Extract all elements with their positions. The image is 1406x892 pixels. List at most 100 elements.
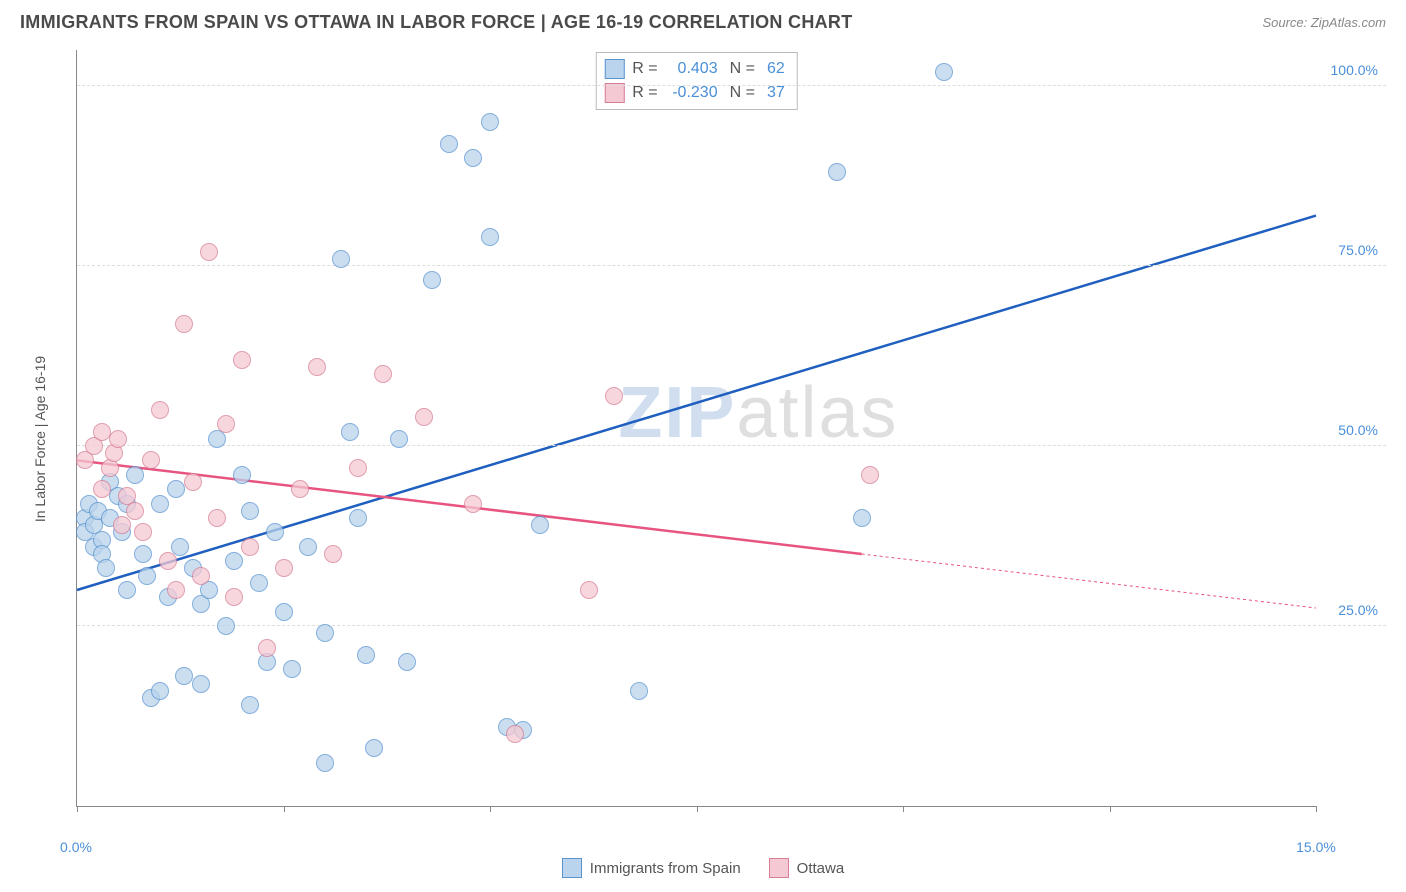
x-tick xyxy=(1110,806,1111,812)
gridline xyxy=(77,265,1386,266)
marker-ottawa xyxy=(275,559,293,577)
legend-swatch xyxy=(769,858,789,878)
marker-spain xyxy=(341,423,359,441)
marker-ottawa xyxy=(225,588,243,606)
marker-spain xyxy=(241,502,259,520)
marker-spain xyxy=(134,545,152,563)
x-tick xyxy=(284,806,285,812)
marker-spain xyxy=(531,516,549,534)
y-tick-label: 75.0% xyxy=(1338,242,1378,258)
marker-spain xyxy=(171,538,189,556)
stats-legend: R = 0.403 N = 62 R = -0.230 N = 37 xyxy=(595,52,797,110)
marker-ottawa xyxy=(324,545,342,563)
y-tick-label: 25.0% xyxy=(1338,602,1378,618)
marker-ottawa xyxy=(159,552,177,570)
marker-ottawa xyxy=(374,365,392,383)
x-tick xyxy=(490,806,491,812)
trend-lines xyxy=(77,50,1316,806)
marker-ottawa xyxy=(605,387,623,405)
marker-spain xyxy=(440,135,458,153)
marker-ottawa xyxy=(464,495,482,513)
n-value: 62 xyxy=(763,60,789,78)
marker-spain xyxy=(828,163,846,181)
y-tick-label: 50.0% xyxy=(1338,422,1378,438)
marker-ottawa xyxy=(241,538,259,556)
x-tick-label: 15.0% xyxy=(1296,839,1336,855)
marker-spain xyxy=(630,682,648,700)
marker-ottawa xyxy=(258,639,276,657)
n-label: N = xyxy=(730,84,755,102)
r-label: R = xyxy=(632,60,657,78)
legend-label: Immigrants from Spain xyxy=(590,860,741,877)
marker-ottawa xyxy=(217,415,235,433)
marker-spain xyxy=(225,552,243,570)
x-axis-labels: 0.0%15.0% xyxy=(76,839,1316,859)
marker-spain xyxy=(853,509,871,527)
legend-item: Immigrants from Spain xyxy=(562,858,741,878)
marker-spain xyxy=(398,653,416,671)
marker-spain xyxy=(138,567,156,585)
plot-area: ZIPatlas R =0.403N =62R =-0.230N =37 25.… xyxy=(76,50,1316,807)
marker-spain xyxy=(126,466,144,484)
marker-spain xyxy=(192,675,210,693)
marker-ottawa xyxy=(109,430,127,448)
marker-spain xyxy=(423,271,441,289)
marker-spain xyxy=(332,250,350,268)
n-value: 37 xyxy=(763,84,789,102)
series-legend: Immigrants from Spain Ottawa xyxy=(0,858,1406,878)
legend-item: Ottawa xyxy=(769,858,845,878)
marker-spain xyxy=(349,509,367,527)
r-value: 0.403 xyxy=(666,60,722,78)
gridline xyxy=(77,85,1386,86)
r-value: -0.230 xyxy=(666,84,722,102)
marker-spain xyxy=(118,581,136,599)
marker-spain xyxy=(217,617,235,635)
marker-spain xyxy=(390,430,408,448)
marker-ottawa xyxy=(151,401,169,419)
legend-swatch xyxy=(562,858,582,878)
r-label: R = xyxy=(632,84,657,102)
marker-spain xyxy=(935,63,953,81)
marker-ottawa xyxy=(415,408,433,426)
marker-spain xyxy=(266,523,284,541)
marker-ottawa xyxy=(580,581,598,599)
marker-spain xyxy=(283,660,301,678)
marker-spain xyxy=(151,682,169,700)
marker-spain xyxy=(97,559,115,577)
marker-spain xyxy=(233,466,251,484)
marker-spain xyxy=(316,754,334,772)
n-label: N = xyxy=(730,60,755,78)
marker-spain xyxy=(167,480,185,498)
marker-ottawa xyxy=(142,451,160,469)
y-tick-label: 100.0% xyxy=(1331,62,1378,78)
gridline xyxy=(77,625,1386,626)
marker-spain xyxy=(481,113,499,131)
marker-ottawa xyxy=(308,358,326,376)
page-title: IMMIGRANTS FROM SPAIN VS OTTAWA IN LABOR… xyxy=(20,12,853,33)
marker-spain xyxy=(299,538,317,556)
source-attribution: Source: ZipAtlas.com xyxy=(1262,15,1386,30)
marker-ottawa xyxy=(126,502,144,520)
marker-spain xyxy=(175,667,193,685)
x-tick xyxy=(903,806,904,812)
marker-spain xyxy=(250,574,268,592)
marker-ottawa xyxy=(861,466,879,484)
stats-row: R = 0.403 N = 62 xyxy=(604,57,788,81)
x-tick xyxy=(77,806,78,812)
marker-ottawa xyxy=(208,509,226,527)
legend-swatch xyxy=(604,83,624,103)
marker-spain xyxy=(464,149,482,167)
marker-spain xyxy=(357,646,375,664)
gridline xyxy=(77,445,1386,446)
legend-swatch xyxy=(604,59,624,79)
marker-spain xyxy=(481,228,499,246)
marker-ottawa xyxy=(349,459,367,477)
marker-spain xyxy=(241,696,259,714)
marker-spain xyxy=(316,624,334,642)
marker-spain xyxy=(151,495,169,513)
x-tick xyxy=(697,806,698,812)
marker-ottawa xyxy=(134,523,152,541)
x-tick-label: 0.0% xyxy=(60,839,92,855)
marker-spain xyxy=(275,603,293,621)
chart-container: In Labor Force | Age 16-19 ZIPatlas R =0… xyxy=(50,50,1386,827)
